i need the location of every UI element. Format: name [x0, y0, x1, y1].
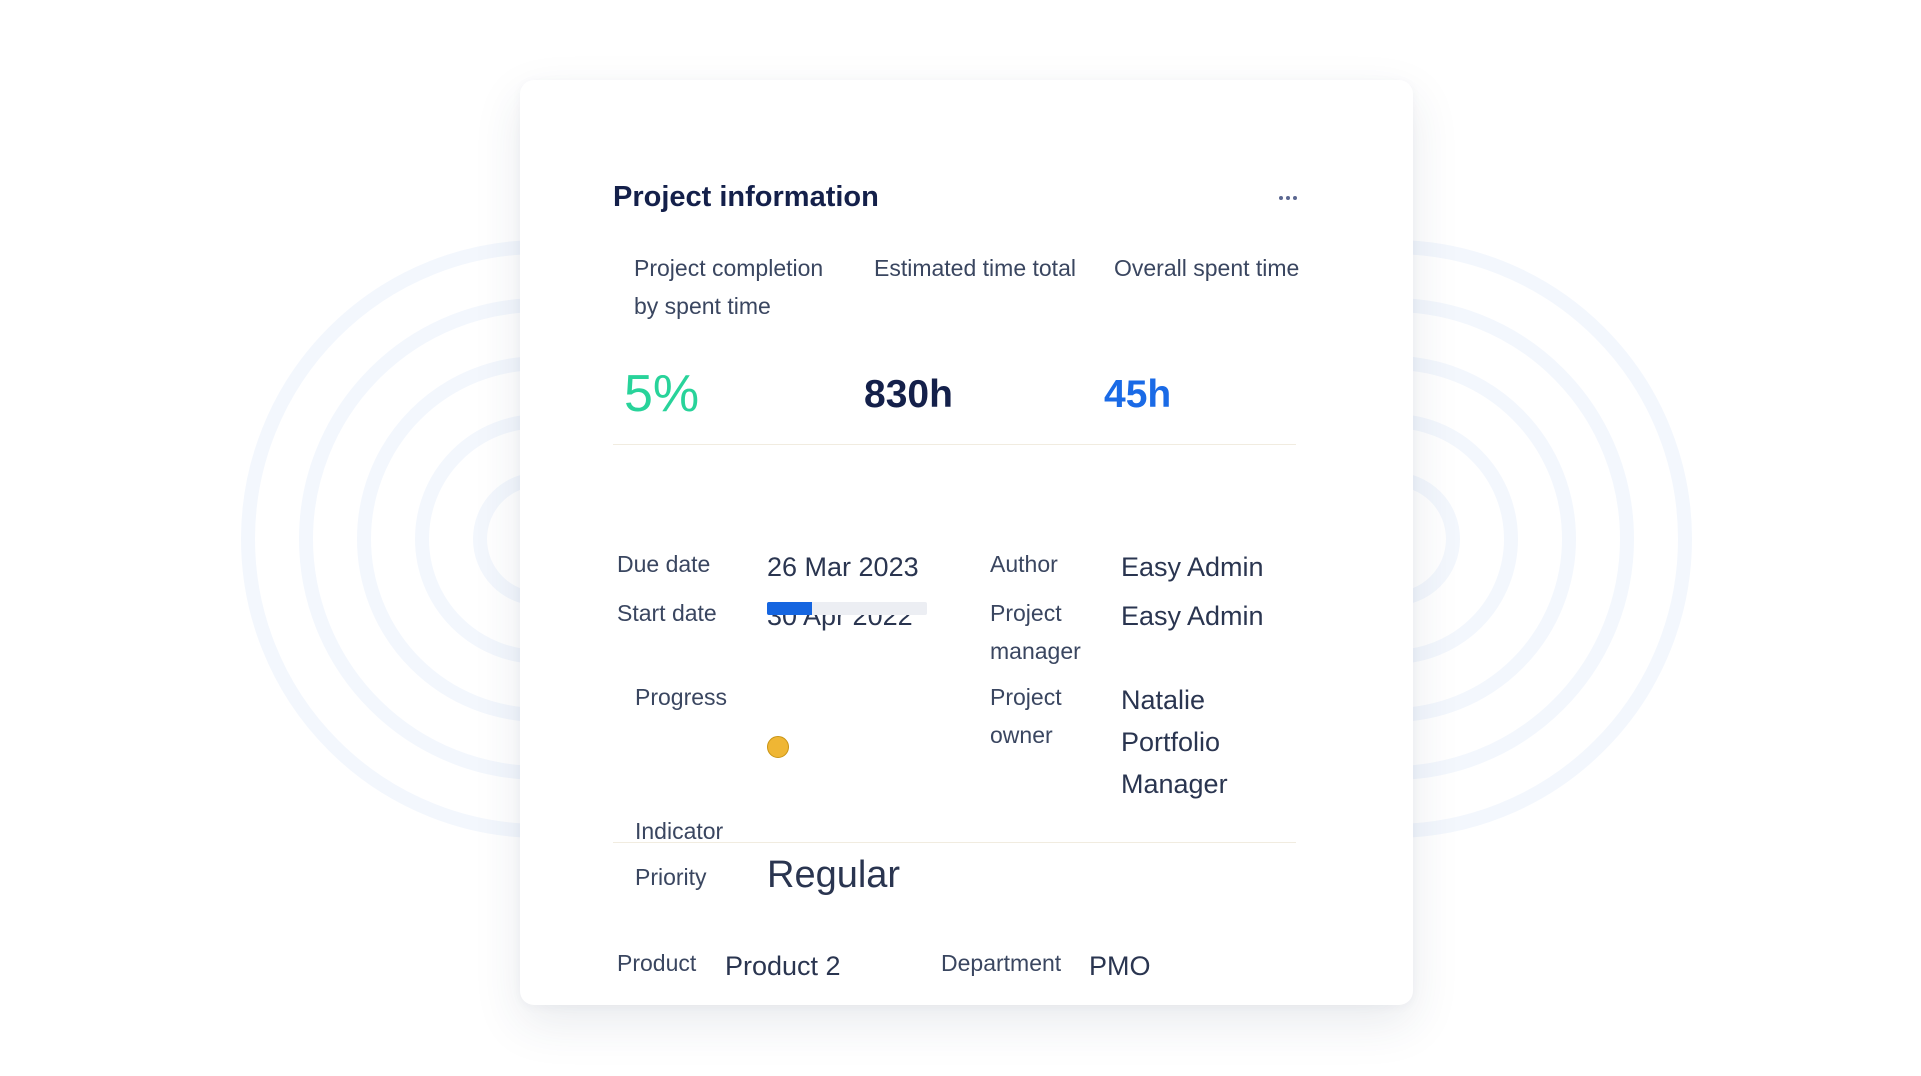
card-title: Project information	[613, 181, 879, 213]
project-manager-label: Project manager	[990, 600, 1081, 664]
stat-estimated-value: 830h	[864, 373, 953, 416]
stat-spent-label: Overall spent time	[1114, 255, 1300, 281]
progress-label: Progress	[635, 684, 728, 710]
priority-value: Regular	[767, 854, 901, 896]
more-options-icon[interactable]	[1270, 184, 1306, 212]
progress-bar	[767, 602, 927, 615]
stat-spent-value: 45h	[1104, 373, 1172, 416]
divider	[613, 444, 1296, 445]
author-label: Author	[990, 551, 1058, 577]
priority-label: Priority	[635, 864, 707, 890]
divider	[613, 842, 1296, 843]
due-date-label: Due date	[617, 551, 711, 577]
progress-bar-fill	[767, 602, 812, 615]
stat-completion: Project completion by spent time	[634, 250, 844, 325]
more-dot	[1279, 196, 1283, 200]
stat-spent: Overall spent time	[1114, 250, 1324, 288]
product-value: Product 2	[725, 951, 841, 981]
department-label: Department	[941, 950, 1062, 976]
start-date-label: Start date	[617, 600, 717, 626]
product-label: Product	[617, 950, 697, 976]
author-value[interactable]: Easy Admin	[1121, 552, 1264, 582]
stat-estimated: Estimated time total	[874, 250, 1084, 288]
project-information-card: Project information Project completion b…	[520, 80, 1413, 1005]
project-owner-value[interactable]: Natalie Portfolio Manager	[1121, 685, 1228, 799]
stat-completion-label: Project completion by spent time	[634, 255, 824, 319]
indicator-label: Indicator	[635, 818, 724, 844]
stat-estimated-label: Estimated time total	[874, 255, 1076, 281]
project-manager-value[interactable]: Easy Admin	[1121, 601, 1264, 631]
more-dot	[1286, 196, 1290, 200]
due-date-value: 26 Mar 2023	[767, 552, 919, 582]
stat-completion-value: 5%	[624, 365, 700, 423]
more-dot	[1293, 196, 1297, 200]
project-owner-label: Project owner	[990, 684, 1062, 748]
department-value: PMO	[1089, 951, 1151, 981]
indicator-status-dot	[767, 736, 789, 758]
